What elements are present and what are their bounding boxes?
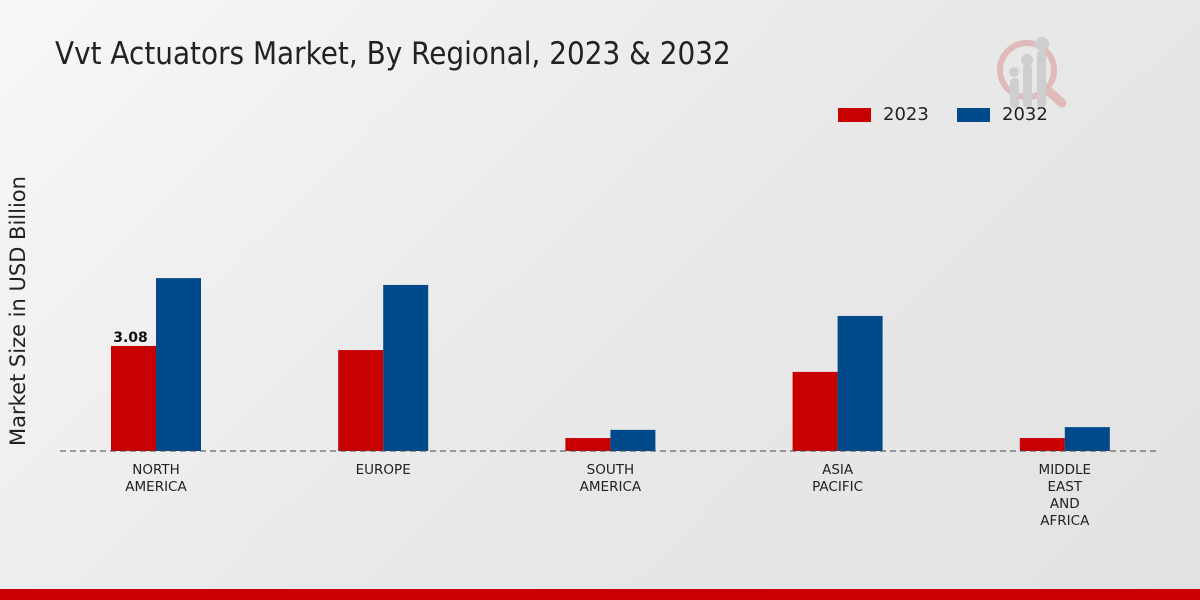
x-tick-label: MIDDLE EAST AND AFRICA: [1039, 462, 1091, 529]
bar-2032-2: [610, 429, 656, 451]
x-tick-label: NORTH AMERICA: [125, 462, 187, 495]
footer-bar: [0, 589, 1200, 600]
x-tick-label: SOUTH AMERICA: [580, 462, 642, 495]
bar-2032-1: [383, 284, 429, 451]
bar-2023-2: [565, 438, 611, 451]
data-label: 3.08: [113, 330, 148, 346]
bar-2023-1: [338, 350, 384, 451]
x-tick-label: ASIA PACIFIC: [812, 462, 863, 495]
x-tick-label: EUROPE: [356, 462, 411, 478]
legend-item-2023: 2023: [838, 104, 929, 125]
legend-swatch-2023: [838, 107, 871, 122]
bar-2023-3: [792, 371, 838, 451]
legend-swatch-2032: [957, 107, 990, 122]
bar-2023-0: [111, 345, 156, 451]
legend-item-2032: 2032: [957, 104, 1048, 125]
legend-label-2032: 2032: [1002, 104, 1048, 125]
bar-2023-4: [1019, 438, 1065, 451]
bar-2032-0: [156, 278, 201, 451]
chart-title: Vvt Actuators Market, By Regional, 2023 …: [55, 36, 731, 72]
logo-icon: [997, 37, 1067, 108]
bar-2032-3: [837, 315, 883, 451]
legend-label-2023: 2023: [883, 104, 929, 125]
bar-2032-4: [1064, 427, 1110, 451]
